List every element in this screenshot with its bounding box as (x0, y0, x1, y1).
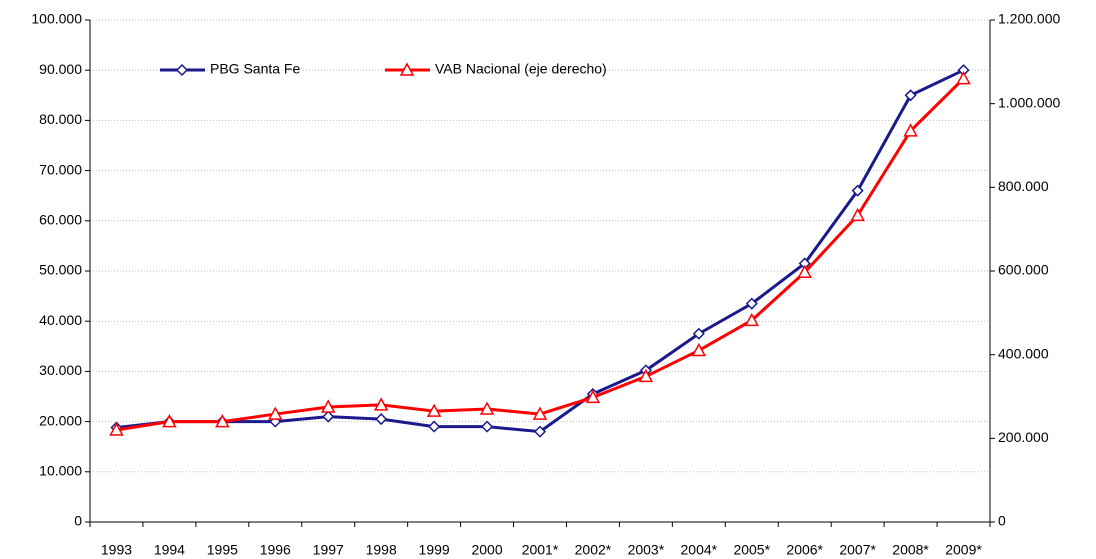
marker (692, 327, 705, 340)
marker (638, 368, 654, 383)
legend-label: VAB Nacional (eje derecho) (435, 61, 607, 77)
marker (426, 403, 442, 417)
y2-tick-label: 1.000.000 (998, 94, 1060, 110)
marker (533, 425, 547, 438)
marker (480, 420, 494, 433)
x-tick-label: 2004* (681, 542, 718, 558)
y2-tick-label: 1.200.000 (998, 11, 1060, 27)
y2-tick-label: 200.000 (998, 429, 1049, 445)
y-tick-label: 20.000 (39, 412, 82, 428)
x-tick-label: 2009* (945, 542, 982, 558)
x-tick-label: 2008* (892, 542, 929, 558)
marker (851, 184, 864, 197)
y-tick-label: 90.000 (39, 61, 82, 77)
y2-tick-label: 0 (998, 513, 1006, 529)
x-tick-label: 1996 (260, 542, 291, 558)
y2-tick-label: 600.000 (998, 262, 1049, 278)
x-tick-label: 2003* (628, 542, 665, 558)
x-tick-label: 1995 (207, 542, 238, 558)
series-line (116, 68, 965, 434)
marker (691, 342, 707, 357)
marker (428, 420, 441, 433)
y-tick-label: 80.000 (39, 111, 82, 127)
x-tick-label: 2006* (786, 542, 823, 558)
marker (850, 207, 865, 222)
marker (175, 63, 189, 77)
x-tick-label: 2002* (575, 542, 612, 558)
marker (375, 413, 388, 426)
marker (215, 414, 230, 428)
marker (745, 297, 758, 310)
marker (373, 397, 389, 411)
marker (532, 406, 548, 420)
x-tick-label: 1999 (419, 542, 450, 558)
marker (399, 62, 415, 76)
marker (585, 389, 601, 404)
x-tick-label: 1998 (366, 542, 397, 558)
y2-tick-label: 800.000 (998, 178, 1049, 194)
x-tick-label: 2007* (839, 542, 876, 558)
y-tick-label: 60.000 (39, 212, 82, 228)
y-tick-label: 100.000 (31, 11, 82, 27)
marker (904, 89, 917, 102)
x-tick-label: 1994 (154, 542, 185, 558)
x-tick-label: 2000 (471, 542, 502, 558)
x-tick-label: 1993 (101, 542, 132, 558)
marker (268, 406, 283, 420)
marker (109, 422, 124, 436)
x-tick-label: 2001* (522, 542, 559, 558)
marker (744, 312, 760, 327)
y-tick-label: 50.000 (39, 262, 82, 278)
marker (956, 71, 971, 85)
y-tick-label: 0 (74, 513, 82, 529)
marker (479, 401, 495, 415)
marker (322, 410, 335, 423)
x-tick-label: 1997 (313, 542, 344, 558)
marker (903, 123, 918, 137)
legend-label: PBG Santa Fe (210, 61, 300, 77)
y-tick-label: 70.000 (39, 161, 82, 177)
y2-tick-label: 400.000 (998, 345, 1049, 361)
marker (797, 264, 812, 279)
y-tick-label: 10.000 (39, 463, 82, 479)
marker (320, 399, 336, 413)
x-tick-label: 2005* (733, 542, 770, 558)
marker (162, 414, 177, 428)
series-line (116, 77, 965, 432)
y-tick-label: 30.000 (39, 362, 82, 378)
y-tick-label: 40.000 (39, 312, 82, 328)
